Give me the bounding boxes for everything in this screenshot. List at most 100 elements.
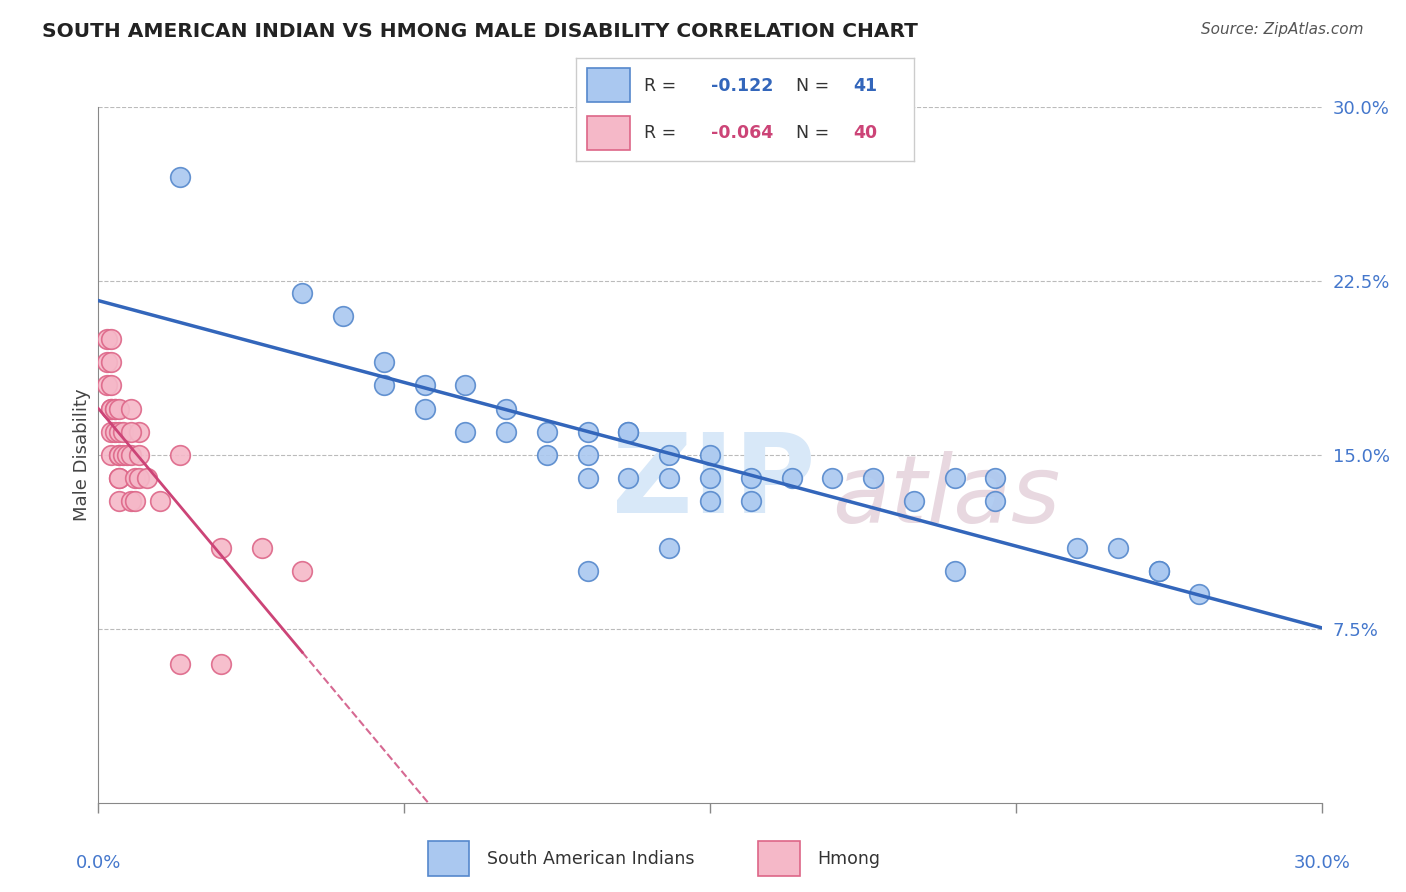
Point: [862, 471, 884, 485]
FancyBboxPatch shape: [586, 117, 630, 150]
Point: [617, 425, 640, 439]
Point: [209, 541, 232, 555]
Point: [108, 471, 131, 485]
Text: N =: N =: [796, 77, 835, 95]
Point: [149, 494, 172, 508]
Point: [291, 564, 314, 578]
Point: [111, 425, 134, 439]
Point: [699, 471, 721, 485]
Point: [699, 448, 721, 462]
Point: [740, 494, 762, 508]
Point: [1107, 541, 1129, 555]
Point: [903, 494, 925, 508]
Point: [128, 425, 150, 439]
Point: [120, 448, 142, 462]
Point: [658, 448, 681, 462]
Point: [100, 355, 122, 369]
Point: [100, 378, 122, 392]
Point: [108, 494, 131, 508]
Point: [617, 425, 640, 439]
Point: [373, 355, 395, 369]
Text: R =: R =: [644, 77, 682, 95]
Point: [576, 425, 599, 439]
Point: [943, 471, 966, 485]
Point: [120, 425, 142, 439]
Point: [291, 285, 314, 300]
Point: [108, 401, 131, 416]
Point: [699, 494, 721, 508]
Text: 30.0%: 30.0%: [1294, 854, 1350, 871]
Point: [332, 309, 354, 323]
Point: [536, 448, 558, 462]
Point: [495, 425, 517, 439]
Point: [120, 401, 142, 416]
Point: [658, 541, 681, 555]
Point: [617, 471, 640, 485]
Point: [100, 401, 122, 416]
Text: South American Indians: South American Indians: [486, 849, 695, 868]
Point: [100, 448, 122, 462]
FancyBboxPatch shape: [758, 841, 800, 876]
FancyBboxPatch shape: [586, 69, 630, 102]
Point: [658, 471, 681, 485]
Point: [169, 169, 191, 184]
Point: [454, 425, 477, 439]
Point: [536, 425, 558, 439]
Point: [108, 448, 131, 462]
Point: [413, 378, 436, 392]
Text: -0.122: -0.122: [711, 77, 773, 95]
Point: [104, 401, 127, 416]
Point: [250, 541, 273, 555]
FancyBboxPatch shape: [427, 841, 470, 876]
Point: [984, 471, 1007, 485]
Point: [1188, 587, 1211, 601]
Point: [413, 401, 436, 416]
Point: [115, 448, 138, 462]
Text: atlas: atlas: [832, 451, 1060, 542]
Text: 41: 41: [853, 77, 877, 95]
Point: [984, 494, 1007, 508]
Y-axis label: Male Disability: Male Disability: [73, 389, 91, 521]
Point: [128, 471, 150, 485]
Point: [1066, 541, 1088, 555]
Point: [124, 494, 146, 508]
Text: R =: R =: [644, 124, 682, 142]
Point: [100, 401, 122, 416]
Text: Source: ZipAtlas.com: Source: ZipAtlas.com: [1201, 22, 1364, 37]
Point: [100, 332, 122, 346]
Point: [821, 471, 844, 485]
Point: [96, 332, 118, 346]
Text: ZIP: ZIP: [612, 429, 815, 536]
Point: [100, 425, 122, 439]
Point: [104, 401, 127, 416]
Point: [108, 471, 131, 485]
Point: [780, 471, 803, 485]
Point: [943, 564, 966, 578]
Text: -0.064: -0.064: [711, 124, 773, 142]
Text: Hmong: Hmong: [817, 849, 880, 868]
Text: 40: 40: [853, 124, 877, 142]
Point: [740, 471, 762, 485]
Point: [128, 448, 150, 462]
Text: N =: N =: [796, 124, 835, 142]
Point: [576, 564, 599, 578]
Point: [373, 378, 395, 392]
Point: [495, 401, 517, 416]
Text: 0.0%: 0.0%: [76, 854, 121, 871]
Point: [1147, 564, 1170, 578]
Point: [209, 657, 232, 671]
Point: [136, 471, 159, 485]
Point: [576, 448, 599, 462]
Point: [124, 471, 146, 485]
Point: [108, 425, 131, 439]
Point: [454, 378, 477, 392]
Point: [111, 448, 134, 462]
Point: [104, 425, 127, 439]
Text: SOUTH AMERICAN INDIAN VS HMONG MALE DISABILITY CORRELATION CHART: SOUTH AMERICAN INDIAN VS HMONG MALE DISA…: [42, 22, 918, 41]
Point: [169, 448, 191, 462]
Point: [1147, 564, 1170, 578]
Point: [108, 448, 131, 462]
Point: [169, 657, 191, 671]
Point: [576, 471, 599, 485]
Point: [120, 494, 142, 508]
